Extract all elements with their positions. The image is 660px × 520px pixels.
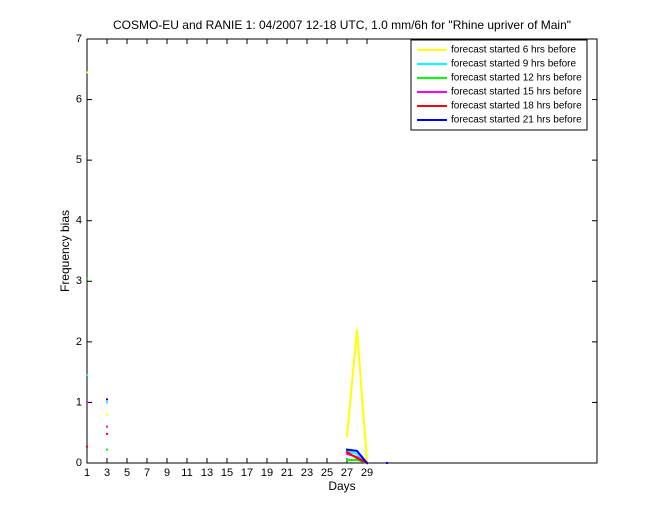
x-tick-label: 23 — [301, 467, 313, 479]
series-line — [86, 71, 369, 465]
x-axis-label: Days — [328, 479, 355, 493]
y-axis-label: Frequency bias — [58, 210, 72, 292]
x-tick-label: 19 — [261, 467, 273, 479]
x-tick-label: 25 — [321, 467, 333, 479]
y-tick-label: 7 — [76, 33, 82, 45]
y-tick-label: 5 — [76, 154, 82, 166]
series-line — [86, 432, 369, 465]
x-tick-label: 9 — [164, 467, 170, 479]
legend-label: forecast started 9 hrs before — [451, 59, 577, 70]
x-tick-label: 7 — [144, 467, 150, 479]
y-tick-label: 2 — [76, 336, 82, 348]
y-tick-label: 3 — [76, 275, 82, 287]
y-tick-label: 0 — [76, 457, 82, 469]
legend-label: forecast started 18 hrs before — [451, 101, 582, 112]
x-tick-label: 27 — [341, 467, 353, 479]
x-tick-label: 11 — [181, 467, 192, 479]
chart-title: COSMO-EU and RANIE 1: 04/2007 12-18 UTC,… — [113, 18, 571, 32]
legend-label: forecast started 6 hrs before — [451, 45, 577, 56]
legend-label: forecast started 21 hrs before — [451, 115, 582, 126]
x-tick-label: 21 — [281, 467, 293, 479]
x-tick-label: 17 — [241, 467, 253, 479]
series-line — [106, 398, 389, 465]
x-tick-label: 5 — [124, 467, 130, 479]
x-tick-label: 13 — [201, 467, 213, 479]
x-tick-label: 3 — [104, 467, 110, 479]
y-tick-label: 4 — [76, 215, 82, 227]
legend-label: forecast started 12 hrs before — [451, 73, 582, 84]
x-tick-label: 1 — [84, 467, 90, 479]
x-tick-label: 15 — [221, 467, 233, 479]
y-tick-label: 1 — [76, 396, 82, 408]
legend-box — [410, 39, 588, 131]
x-tick-label: 29 — [361, 467, 373, 479]
y-tick-label: 6 — [76, 93, 82, 105]
legend-label: forecast started 15 hrs before — [451, 87, 582, 98]
